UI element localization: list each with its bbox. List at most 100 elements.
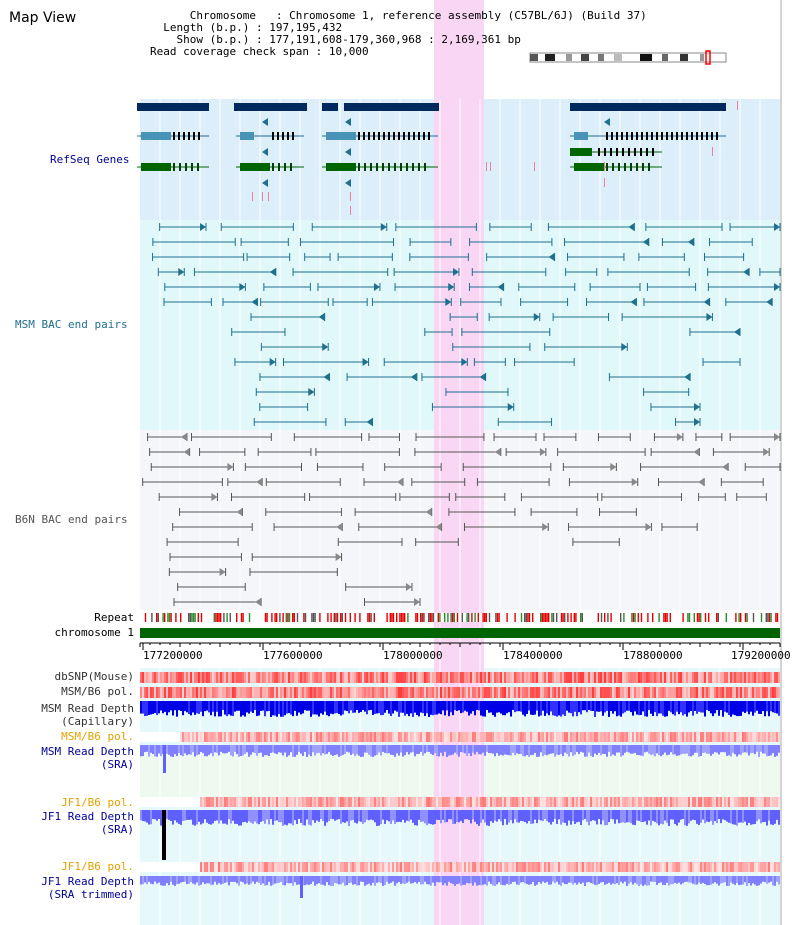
msm-sra-depth-bar — [650, 745, 652, 756]
jf1-sra-depth-bar — [320, 810, 322, 820]
msm-capillary-depth-bar — [758, 701, 760, 714]
msm-sra-depth-bar — [674, 745, 676, 755]
jf1-trim-depth-bar — [312, 876, 314, 882]
msm-sra-depth-bar — [484, 745, 486, 756]
jf1-trim-depth-bar — [578, 876, 580, 883]
dbsnp-heat-cell — [142, 672, 144, 683]
msm-pol-sra-heat-cell — [480, 732, 482, 742]
msm-pol-sra-heat-cell — [284, 732, 286, 742]
msm-sra-depth-bar — [684, 745, 686, 754]
jf1-sra-depth-bar — [228, 810, 230, 820]
jf1-pol-trim-heat-cell — [604, 862, 606, 872]
jf1-pol-heat-cell — [406, 797, 408, 807]
jf1-sra-depth-bar — [718, 810, 720, 820]
msm-capillary-depth-bar — [150, 701, 152, 715]
msm-pol-sra-heat-cell — [194, 732, 196, 742]
repeat-element — [752, 613, 755, 622]
jf1-trim-depth-bar — [272, 876, 274, 885]
msm-capillary-depth-bar — [696, 701, 698, 714]
msm-pol-heat-cell — [368, 687, 370, 698]
msm-pol-heat-cell — [734, 687, 736, 698]
msm-b6-pol-sra-label: MSM/B6 pol. — [61, 730, 134, 743]
msm-pol-heat-cell — [164, 687, 166, 698]
jf1-trim-depth-bar — [390, 876, 392, 883]
jf1-pol-heat-cell — [750, 797, 752, 807]
jf1-pol-trim-heat-cell — [264, 862, 266, 872]
dbsnp-heat-cell — [404, 672, 406, 683]
jf1-trim-depth-bar — [602, 876, 604, 883]
jf1-pol-trim-heat-cell — [748, 862, 750, 872]
jf1-trim-depth-bar — [356, 876, 358, 886]
refseq-genes-label[interactable]: RefSeq Genes — [50, 153, 130, 166]
msm-capillary-depth-bar — [766, 701, 768, 712]
msm-sra-depth-bar — [682, 745, 684, 754]
msm-sra-depth-bar — [246, 745, 248, 753]
jf1-sra-depth-bar — [504, 810, 506, 819]
jf1-trim-depth-bar — [306, 876, 308, 885]
dbsnp-heat-cell — [424, 672, 426, 683]
refseq-marker — [350, 206, 351, 215]
refseq-strand-arrow — [262, 118, 268, 126]
msm-pol-heat-cell — [396, 687, 398, 698]
jf1-pol-trim-heat-cell — [706, 862, 708, 872]
msm-bac-label[interactable]: MSM BAC end pairs — [15, 318, 128, 331]
refseq-exon — [711, 132, 713, 140]
jf1-pol-heat-cell — [240, 797, 242, 807]
repeat-element — [551, 613, 553, 622]
b6n-bac-label[interactable]: B6N BAC end pairs — [15, 513, 128, 526]
jf1-pol-heat-cell — [630, 797, 632, 807]
jf1-trim-depth-bar — [244, 876, 246, 885]
jf1-sra-depth-bar — [402, 810, 404, 820]
msm-bac-arrow — [694, 418, 700, 426]
msm-pol-heat-cell — [600, 687, 602, 698]
dbsnp-heat-cell — [428, 672, 430, 683]
msm-sra-depth-bar — [270, 745, 272, 753]
msm-sra-depth-bar — [144, 745, 146, 753]
jf1-pol-heat-cell — [308, 797, 310, 807]
repeat-element — [402, 613, 404, 622]
msm-sra-depth-bar — [324, 745, 326, 755]
jf1-sra-depth-bar — [404, 810, 406, 823]
repeat-element — [189, 613, 191, 622]
msm-pol-heat-cell — [778, 687, 780, 698]
msm-pol-sra-heat-cell — [710, 732, 712, 742]
jf1-trim-depth-bar — [296, 876, 298, 885]
jf1-pol-trim-heat-cell — [414, 862, 416, 872]
msm-capillary-depth-bar — [628, 701, 630, 711]
msm-pol-heat-cell — [652, 687, 654, 698]
msm-sra-depth-bar — [434, 745, 436, 754]
jf1-pol-heat-cell — [460, 797, 462, 807]
jf1-pol-trim-heat-cell — [472, 862, 474, 872]
msm-pol-sra-heat-cell — [252, 732, 254, 742]
jf1-pol-heat-cell — [516, 797, 518, 807]
dbsnp-heat-cell — [460, 672, 462, 683]
jf1-sra-depth-bar — [776, 810, 778, 820]
jf1-sra-depth-bar — [424, 810, 426, 824]
msm-capillary-depth-bar — [770, 701, 772, 712]
jf1-pol-trim-heat-cell — [560, 862, 562, 872]
dbsnp-heat-cell — [316, 672, 318, 683]
msm-pol-heat-cell — [372, 687, 374, 698]
msm-pol-sra-heat-cell — [740, 732, 742, 742]
refseq-exon — [198, 132, 200, 140]
msm-sra-depth-bar — [400, 745, 402, 753]
msm-sra-depth-bar — [520, 745, 522, 754]
msm-pol-heat-cell — [472, 687, 474, 698]
jf1-pol-heat-cell — [262, 797, 264, 807]
jf1-pol-trim-heat-cell — [382, 862, 384, 872]
msm-pol-sra-heat-cell — [184, 732, 186, 742]
jf1-sra-depth-bar — [214, 810, 216, 821]
msm-pol-sra-heat-cell — [414, 732, 416, 742]
jf1-trim-depth-bar — [654, 876, 656, 882]
msm-sra-depth-bar — [732, 745, 734, 753]
jf1-sra-depth-bar — [334, 810, 336, 821]
msm-capillary-depth-bar — [368, 701, 370, 711]
dbsnp-heat-cell — [422, 672, 424, 683]
msm-pol-sra-heat-cell — [406, 732, 408, 742]
b6n-bac-arrow — [676, 433, 683, 441]
msm-pol-sra-heat-cell — [772, 732, 774, 742]
jf1-pol-heat-cell — [768, 797, 770, 807]
repeat-element — [610, 613, 612, 622]
msm-pol-sra-heat-cell — [482, 732, 484, 742]
